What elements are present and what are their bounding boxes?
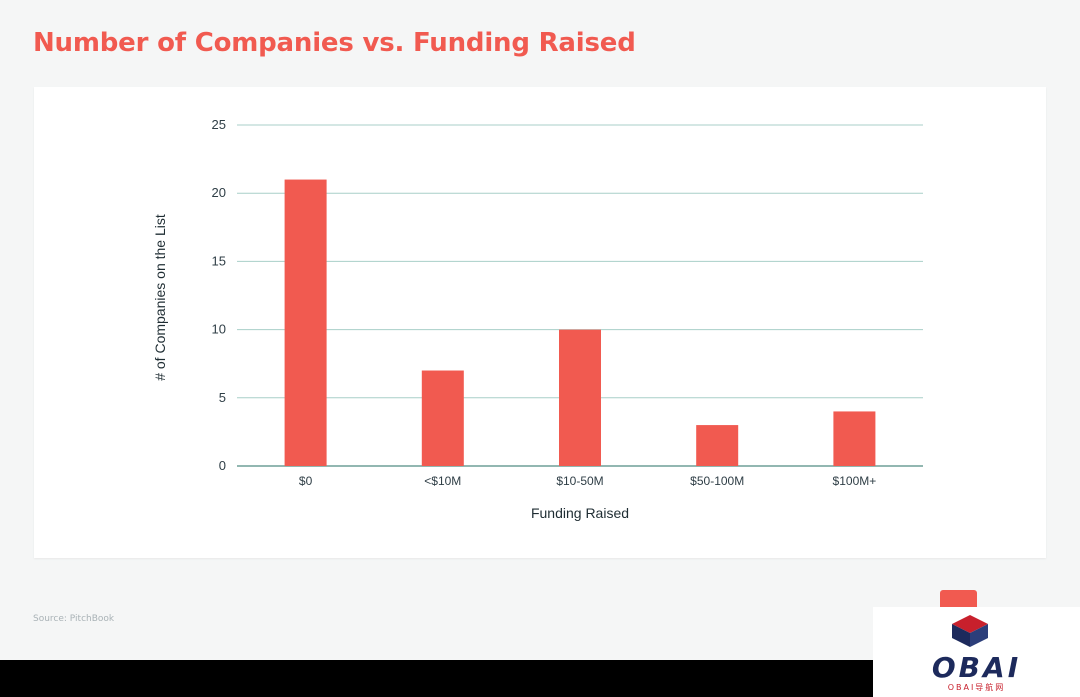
cube-logo-icon [952, 615, 988, 647]
bar [421, 370, 464, 466]
y-tick-label: 15 [212, 253, 226, 268]
y-axis-label: # of Companies on the List [152, 214, 168, 381]
chart-card: 0 5 10 15 20 25 $0 <$10M $10-50M $50-100M $100M+ Fu… [34, 87, 1046, 558]
source-note: Source: PitchBook [33, 614, 115, 624]
x-tick-label: $0 [299, 474, 313, 488]
watermark: OBAI OBAI导航网 [873, 607, 1080, 697]
bar [696, 425, 739, 466]
y-tick-label: 0 [219, 458, 226, 473]
watermark-subtext: OBAI导航网 [947, 683, 1006, 692]
y-tick-label: 25 [212, 117, 226, 132]
chart-title: Number of Companies vs. Funding Raised [33, 28, 636, 58]
bar [559, 329, 601, 466]
y-tick-label: 20 [212, 185, 226, 200]
bar [284, 179, 327, 466]
x-tick-label: $100M+ [833, 474, 877, 488]
bar [833, 411, 876, 466]
x-tick-label: $50-100M [690, 474, 744, 488]
brand-tab [940, 590, 977, 610]
y-tick-label: 5 [219, 390, 226, 405]
x-tick-label: $10-50M [556, 474, 603, 488]
x-axis-label: Funding Raised [531, 505, 629, 521]
x-tick-label: <$10M [424, 474, 461, 488]
bar-chart: 0 5 10 15 20 25 $0 <$10M $10-50M $50-100M $100M+ Fu… [152, 117, 923, 521]
y-tick-label: 10 [212, 322, 226, 337]
watermark-logo-text: OBAI [931, 651, 1022, 684]
